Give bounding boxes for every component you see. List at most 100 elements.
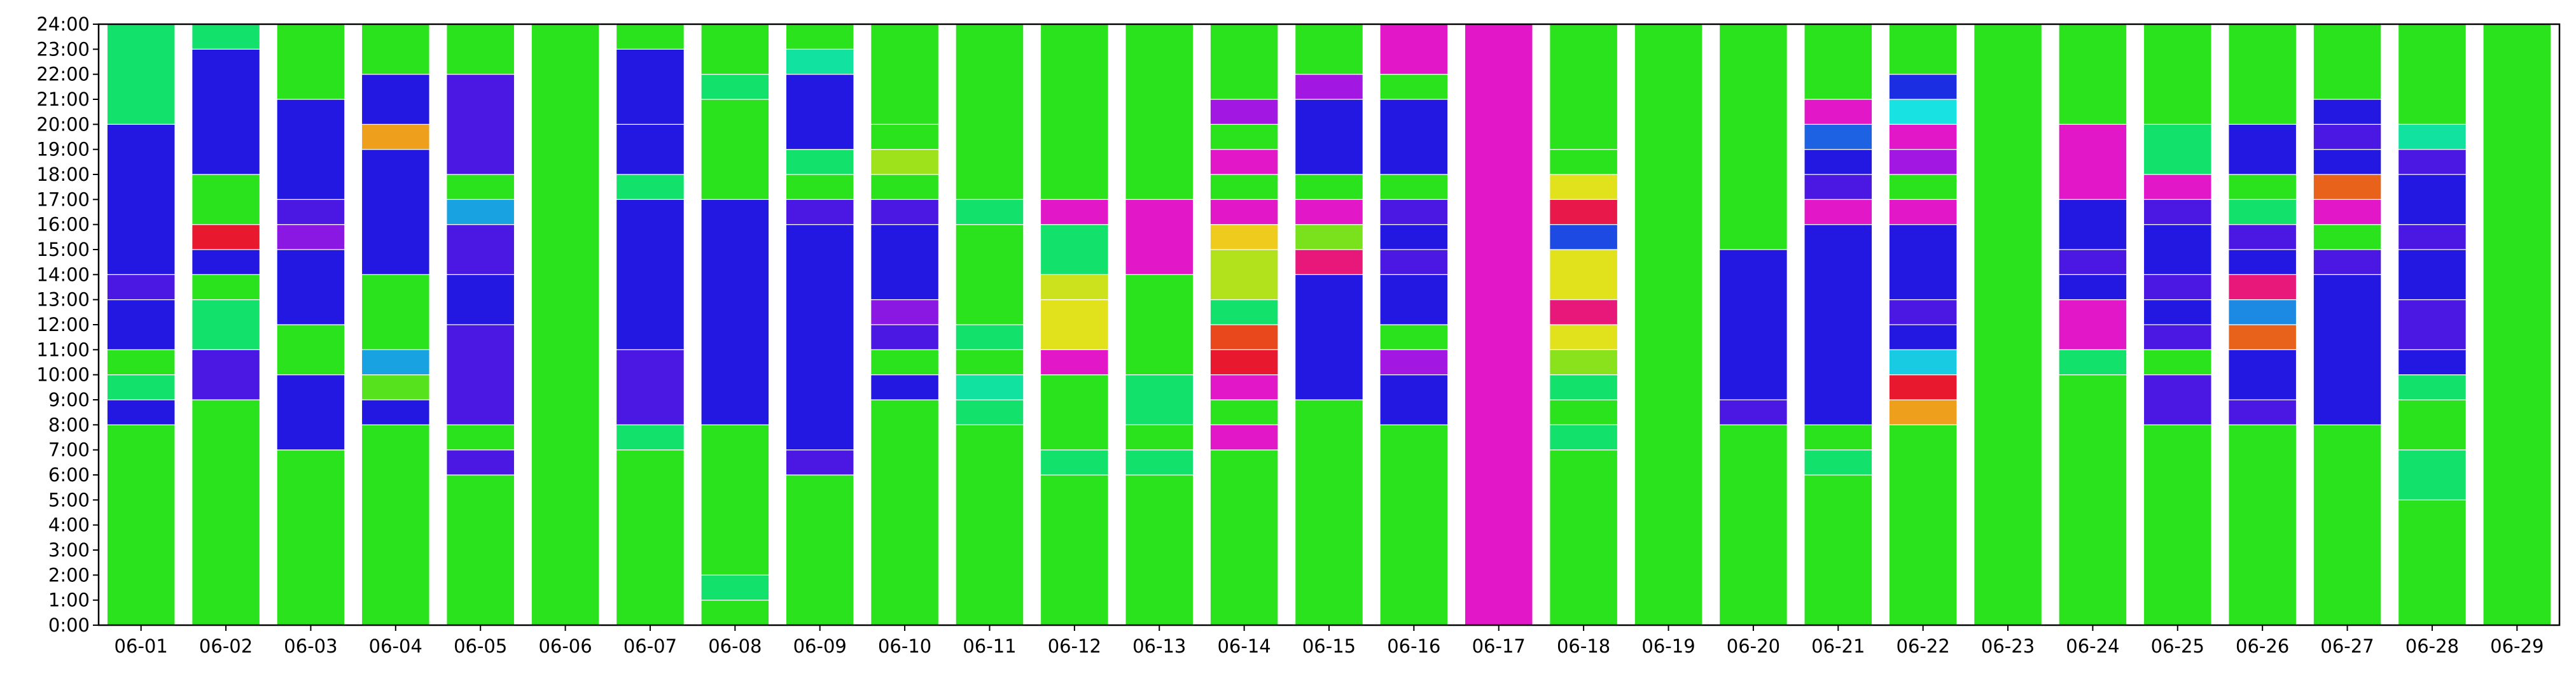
segment-06-04-3 (361, 349, 430, 376)
segment-06-01-7 (106, 24, 176, 125)
segment-06-26-0 (2228, 424, 2297, 626)
segment-06-25-6 (2143, 224, 2212, 275)
segment-06-10-6 (870, 199, 940, 225)
segment-06-24-6 (2058, 124, 2127, 200)
segment-06-21-1 (1804, 449, 1873, 476)
x-tick-label: 06-22 (1897, 635, 1950, 657)
x-tick-label: 06-13 (1132, 635, 1186, 657)
segment-06-13-2 (1125, 424, 1194, 451)
segment-06-26-11 (2228, 24, 2297, 125)
segment-06-15-7 (1295, 74, 1363, 100)
y-tick-label: 6:00 (48, 464, 90, 486)
segment-06-13-5 (1125, 199, 1194, 275)
segment-06-01-6 (106, 124, 176, 275)
y-tick-label: 12:00 (36, 314, 90, 335)
segment-06-18-12 (1549, 24, 1619, 150)
segment-06-24-4 (2058, 249, 2127, 275)
day-bar-06-23 (1974, 24, 2042, 626)
segment-06-18-7 (1549, 249, 1619, 300)
segment-06-03-4 (276, 224, 345, 250)
segment-06-21-2 (1804, 424, 1873, 451)
plot-frame (97, 23, 2561, 626)
segment-06-27-0 (2313, 424, 2382, 626)
segment-06-02-7 (191, 48, 261, 175)
segment-06-14-8 (1209, 224, 1279, 250)
segment-06-05-3 (446, 324, 515, 425)
segment-06-14-4 (1209, 349, 1279, 376)
x-tick-label: 06-09 (793, 635, 847, 657)
segment-06-26-7 (2228, 224, 2297, 250)
segment-06-21-9 (1804, 24, 1873, 100)
segment-06-09-7 (785, 48, 854, 75)
segment-06-26-10 (2228, 124, 2297, 175)
x-tick-label: 06-25 (2151, 635, 2204, 657)
segment-06-26-2 (2228, 349, 2297, 400)
segment-06-05-1 (446, 449, 515, 476)
y-tick-label: 8:00 (48, 414, 90, 435)
day-bar-06-06 (531, 24, 600, 626)
segment-06-03-2 (276, 324, 345, 376)
segment-06-15-8 (1295, 24, 1363, 75)
segment-06-05-9 (446, 24, 515, 75)
segment-06-09-1 (785, 449, 854, 476)
segment-06-28-6 (2397, 249, 2467, 300)
segment-06-27-5 (2313, 174, 2382, 200)
segment-06-10-2 (870, 349, 940, 376)
day-bar-06-21 (1804, 24, 1873, 626)
segment-06-28-2 (2397, 399, 2467, 451)
segment-06-24-7 (2058, 24, 2127, 125)
x-tick-label: 06-16 (1387, 635, 1440, 657)
day-bar-06-18 (1549, 24, 1619, 626)
segment-06-20-0 (1718, 424, 1788, 626)
segment-06-27-1 (2313, 274, 2382, 425)
segment-06-01-3 (106, 349, 176, 376)
x-tick-label: 06-26 (2236, 635, 2289, 657)
y-tick-label: 24:00 (36, 13, 90, 35)
segment-06-10-1 (870, 374, 940, 400)
segment-06-15-3 (1295, 224, 1363, 250)
bars-layer (106, 24, 2552, 626)
segment-06-10-5 (870, 224, 940, 300)
day-bar-06-02 (191, 24, 261, 626)
segment-06-27-6 (2313, 149, 2382, 175)
x-tick-label: 06-29 (2490, 635, 2544, 657)
day-bar-06-26 (2228, 24, 2297, 626)
segment-06-16-2 (1379, 349, 1449, 376)
y-tick-label: 21:00 (36, 88, 90, 110)
segment-06-05-2 (446, 424, 515, 451)
segment-06-25-8 (2143, 174, 2212, 200)
day-bar-06-20 (1718, 24, 1788, 626)
segment-06-12-5 (1040, 274, 1109, 300)
segment-06-09-2 (785, 224, 854, 451)
y-tick-label: 13:00 (36, 289, 90, 311)
y-tick-label: 14:00 (36, 264, 90, 285)
segment-06-14-3 (1209, 374, 1279, 400)
x-tick-label: 06-27 (2320, 635, 2374, 657)
segment-06-03-3 (276, 249, 345, 325)
segment-06-14-14 (1209, 24, 1279, 100)
segment-06-12-6 (1040, 224, 1109, 275)
segment-06-01-5 (106, 274, 176, 300)
x-tick-label: 06-05 (454, 635, 507, 657)
segment-06-28-4 (2397, 349, 2467, 376)
segment-06-12-2 (1040, 374, 1109, 451)
segment-06-08-1 (700, 574, 770, 601)
segment-06-22-13 (1888, 24, 1958, 75)
segment-06-02-0 (191, 399, 261, 626)
segment-06-16-10 (1379, 74, 1449, 100)
segment-06-15-0 (1295, 399, 1363, 626)
segment-06-04-4 (361, 274, 430, 350)
segment-06-18-4 (1549, 349, 1619, 376)
segment-06-24-2 (2058, 299, 2127, 350)
segment-06-16-5 (1379, 249, 1449, 275)
segment-06-01-4 (106, 299, 176, 350)
segment-06-02-2 (191, 299, 261, 350)
segment-06-09-8 (785, 24, 854, 50)
y-tick-label: 10:00 (36, 364, 90, 386)
day-bar-06-05 (446, 24, 515, 626)
x-tick-label: 06-03 (284, 635, 337, 657)
segment-06-23-0 (1974, 24, 2042, 626)
segment-06-14-13 (1209, 99, 1279, 125)
segment-06-07-0 (616, 449, 685, 626)
